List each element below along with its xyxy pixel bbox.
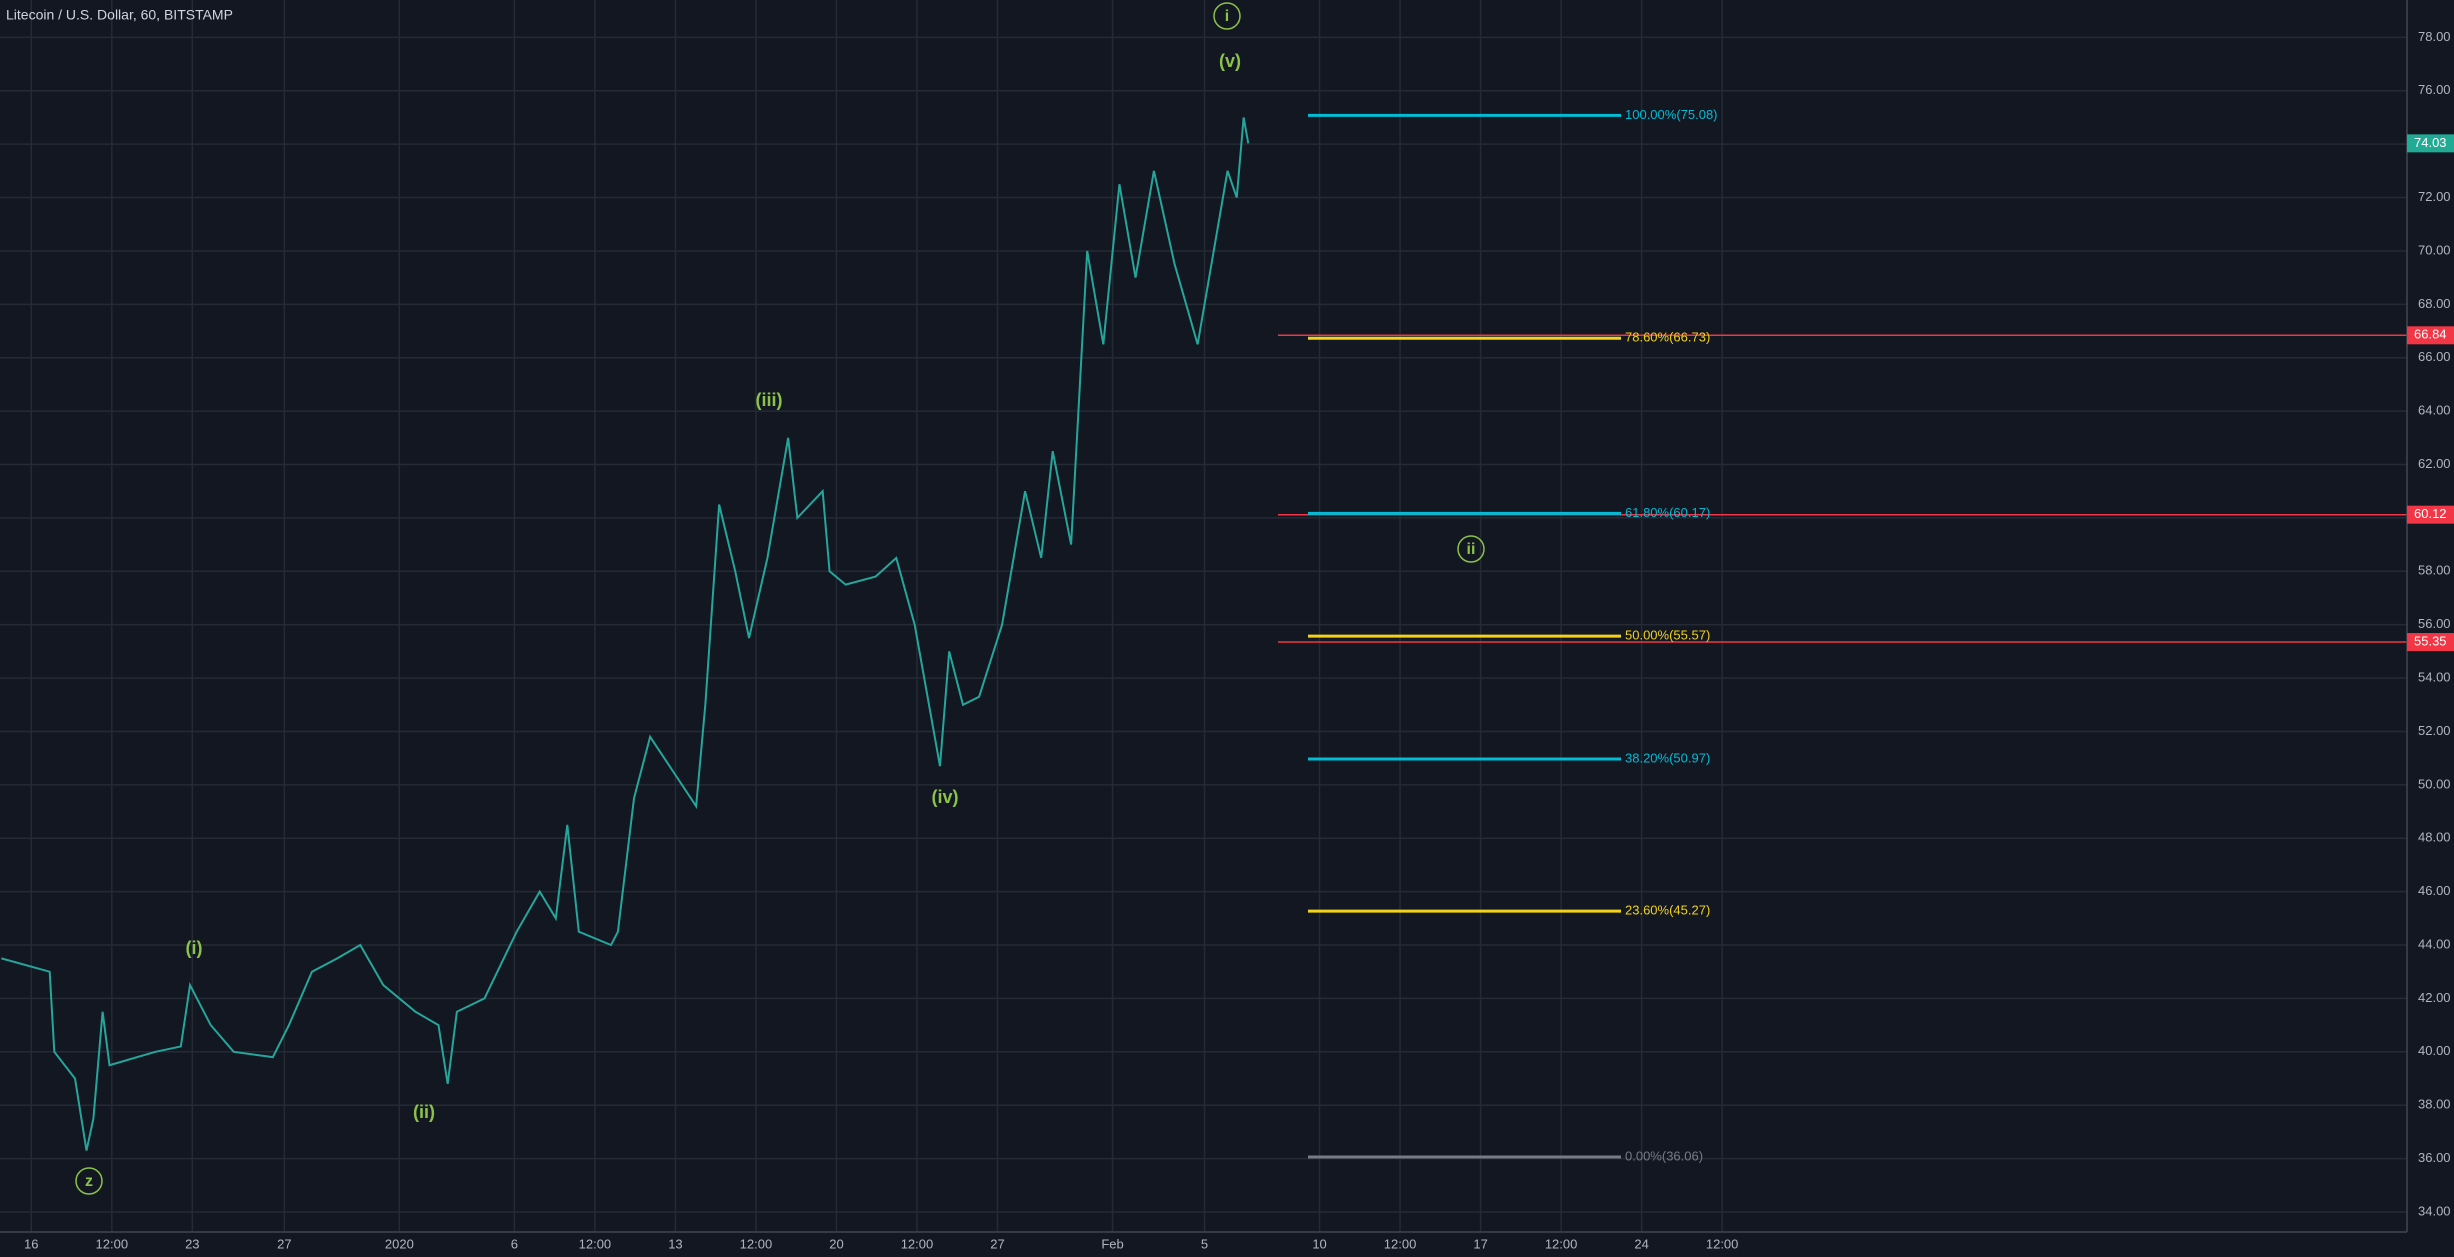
y-tick-label: 36.00 — [2418, 1150, 2451, 1165]
x-tick-label: 13 — [668, 1236, 682, 1251]
x-tick-label: 12:00 — [1384, 1236, 1417, 1251]
fib-label: 0.00%(36.06) — [1625, 1148, 1703, 1163]
price-tag — [2407, 326, 2454, 345]
y-tick-label: 40.00 — [2418, 1043, 2451, 1058]
fib-label: 61.80%(60.17) — [1625, 505, 1710, 520]
x-tick-label: Feb — [1101, 1236, 1123, 1251]
price-tag-label: 60.12 — [2414, 506, 2447, 521]
wave-circle — [1457, 535, 1485, 563]
price-line — [1, 117, 1250, 1151]
y-tick-label: 44.00 — [2418, 936, 2451, 951]
y-tick-label: 50.00 — [2418, 776, 2451, 791]
x-tick-label: 12:00 — [901, 1236, 934, 1251]
y-tick-label: 66.00 — [2418, 349, 2451, 364]
x-tick-label: 24 — [1634, 1236, 1648, 1251]
x-tick-label: 27 — [277, 1236, 291, 1251]
plot: 100.00%(75.08) 78.60%(66.73) 61.80%(60.17)… — [0, 0, 2407, 1232]
y-tick-label: 52.00 — [2418, 723, 2451, 738]
wave-label: z — [85, 1173, 93, 1190]
wave-circle — [75, 1167, 103, 1195]
x-tick-label: 5 — [1201, 1236, 1208, 1251]
y-tick-label: 42.00 — [2418, 990, 2451, 1005]
fib-label: 23.60%(45.27) — [1625, 903, 1710, 918]
wave-label: (ii) — [413, 1102, 435, 1122]
x-tick-label: 10 — [1312, 1236, 1326, 1251]
x-tick-label: 12:00 — [579, 1236, 612, 1251]
y-tick-label: 68.00 — [2418, 296, 2451, 311]
y-tick-label: 78.00 — [2418, 29, 2451, 44]
y-tick-label: 34.00 — [2418, 1203, 2451, 1218]
y-tick-label: 72.00 — [2418, 189, 2451, 204]
x-tick-label: 16 — [24, 1236, 38, 1251]
x-tick-label: 12:00 — [1706, 1236, 1739, 1251]
x-tick-label: 27 — [990, 1236, 1004, 1251]
x-tick-label: 6 — [511, 1236, 518, 1251]
y-tick-label: 46.00 — [2418, 883, 2451, 898]
price-tag — [2407, 633, 2454, 652]
y-tick-label: 54.00 — [2418, 670, 2451, 685]
x-tick-label: 20 — [829, 1236, 843, 1251]
wave-label: ii — [1467, 541, 1476, 558]
price-tag — [2407, 505, 2454, 524]
price-tag-label: 55.35 — [2414, 633, 2447, 648]
x-tick-label: 17 — [1473, 1236, 1487, 1251]
fib-label: 100.00%(75.08) — [1625, 107, 1718, 122]
x-tick-label: 23 — [185, 1236, 199, 1251]
y-tick-label: 48.00 — [2418, 830, 2451, 845]
x-tick-label: 12:00 — [96, 1236, 129, 1251]
y-tick-label: 58.00 — [2418, 563, 2451, 578]
fib-label: 78.60%(66.73) — [1625, 330, 1710, 345]
chart-title: Litecoin / U.S. Dollar, 60, BITSTAMP — [6, 7, 233, 23]
wave-label: (i) — [186, 938, 203, 958]
y-tick-label: 70.00 — [2418, 242, 2451, 257]
x-tick-label: 12:00 — [740, 1236, 773, 1251]
y-tick-label: 76.00 — [2418, 82, 2451, 97]
y-tick-label: 62.00 — [2418, 456, 2451, 471]
last-price-tag — [2407, 134, 2454, 153]
x-tick-label: 12:00 — [1545, 1236, 1578, 1251]
fib-label: 50.00%(55.57) — [1625, 628, 1710, 643]
y-tick-label: 64.00 — [2418, 403, 2451, 418]
last-price-label: 74.03 — [2414, 135, 2447, 150]
wave-label: (iv) — [932, 787, 959, 807]
wave-label: i — [1225, 8, 1229, 25]
fib-label: 38.20%(50.97) — [1625, 750, 1710, 765]
price-tag-label: 66.84 — [2414, 327, 2447, 342]
y-tick-label: 56.00 — [2418, 616, 2451, 631]
wave-label: (v) — [1219, 51, 1241, 71]
y-tick-label: 38.00 — [2418, 1097, 2451, 1112]
wave-circle — [1213, 2, 1241, 30]
wave-label: (iii) — [756, 390, 783, 410]
x-tick-label: 2020 — [385, 1236, 414, 1251]
